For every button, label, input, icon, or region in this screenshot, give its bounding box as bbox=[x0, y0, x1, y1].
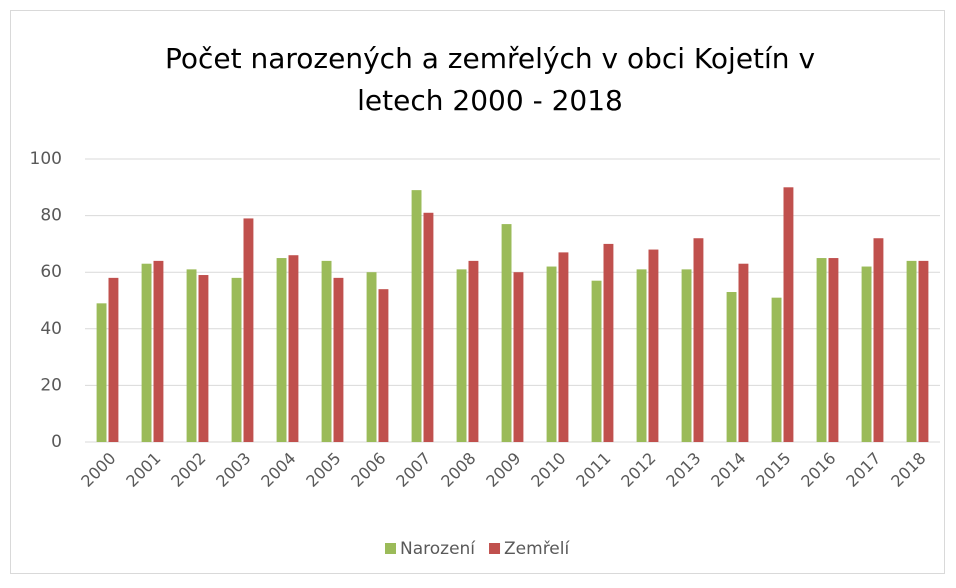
bar bbox=[771, 297, 782, 442]
bar bbox=[918, 260, 929, 442]
bar bbox=[636, 269, 647, 442]
bar bbox=[96, 303, 107, 442]
bar bbox=[243, 218, 254, 442]
bar bbox=[558, 252, 569, 442]
bar bbox=[546, 266, 557, 442]
legend-swatch bbox=[385, 543, 396, 554]
bar bbox=[591, 280, 602, 442]
y-tick-label: 0 bbox=[51, 432, 62, 452]
y-tick-label: 100 bbox=[30, 149, 62, 169]
bar bbox=[456, 269, 467, 442]
y-tick-label: 80 bbox=[40, 206, 62, 226]
bar bbox=[186, 269, 197, 442]
bar bbox=[816, 258, 827, 442]
bar bbox=[783, 187, 794, 442]
bar bbox=[153, 260, 164, 442]
bar bbox=[276, 258, 287, 442]
bar bbox=[648, 249, 659, 442]
bar bbox=[321, 260, 332, 442]
bar bbox=[231, 277, 242, 442]
bar bbox=[513, 272, 524, 442]
bar bbox=[378, 289, 389, 442]
bar bbox=[141, 263, 152, 442]
bar bbox=[198, 275, 209, 442]
bar bbox=[726, 292, 737, 442]
bar bbox=[828, 258, 839, 442]
bar bbox=[333, 277, 344, 442]
legend-label: Narození bbox=[400, 539, 476, 559]
chart-subtitle: letech 2000 - 2018 bbox=[357, 84, 623, 117]
bar bbox=[468, 260, 479, 442]
legend-label: Zemřelí bbox=[504, 539, 570, 559]
bar bbox=[906, 260, 917, 442]
y-tick-label: 20 bbox=[40, 375, 62, 395]
y-tick-label: 60 bbox=[40, 262, 62, 282]
bar bbox=[873, 238, 884, 442]
legend-swatch bbox=[489, 543, 501, 554]
chart-title: Počet narozených a zemřelých v obci Koje… bbox=[165, 42, 815, 75]
bar bbox=[366, 272, 377, 442]
bar bbox=[501, 224, 512, 442]
bar bbox=[603, 243, 614, 442]
bar bbox=[738, 263, 749, 442]
bar bbox=[411, 190, 422, 442]
bar bbox=[861, 266, 872, 442]
bar bbox=[108, 277, 119, 442]
bar bbox=[288, 255, 299, 442]
y-tick-label: 40 bbox=[40, 319, 62, 339]
bar bbox=[423, 212, 434, 442]
bar bbox=[693, 238, 704, 442]
bar bbox=[681, 269, 692, 442]
